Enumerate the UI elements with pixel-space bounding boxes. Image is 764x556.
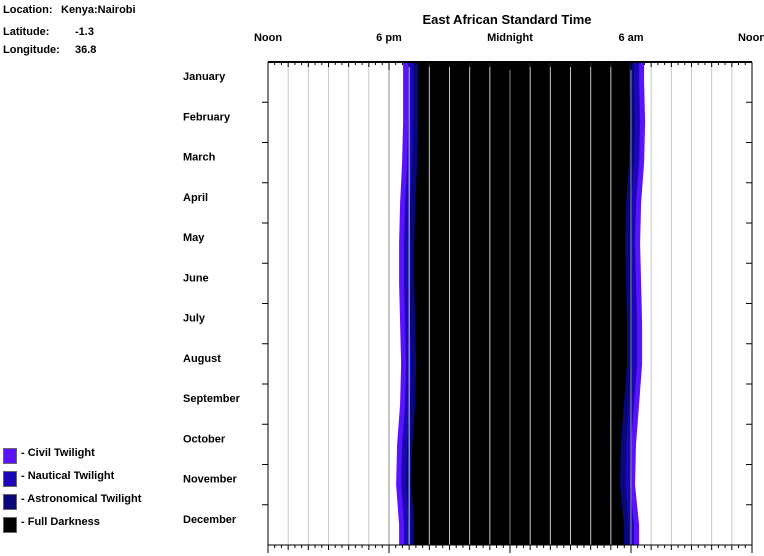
location-info: Location: Kenya:Nairobi xyxy=(3,4,183,19)
longitude-info: Longitude: 36.8 xyxy=(3,44,183,59)
location-value: Kenya:Nairobi xyxy=(61,4,136,16)
latitude-info: Latitude: -1.3 xyxy=(3,26,183,41)
x-tick-label: 6 pm xyxy=(376,32,402,44)
grid-lines xyxy=(287,62,733,545)
chart-title: East African Standard Time xyxy=(422,12,591,27)
band-darkness xyxy=(411,62,630,545)
legend-item-darkness: - Full Darkness xyxy=(3,515,163,533)
month-label: November xyxy=(183,474,238,486)
legend-item-nautical: - Nautical Twilight xyxy=(3,469,163,487)
y-tick-labels: January February March April May June July Augu… xyxy=(183,71,241,526)
legend-swatch-astronomical xyxy=(3,494,17,510)
x-tick-label: Midnight xyxy=(487,32,533,44)
month-label: February xyxy=(183,111,231,123)
legend-item-civil: - Civil Twilight xyxy=(3,446,163,464)
x-tick-label: Noon xyxy=(254,32,282,44)
month-label: May xyxy=(183,232,205,244)
legend-label-nautical: - Nautical Twilight xyxy=(21,470,115,482)
x-tick-labels: Noon 6 pm Midnight 6 am Noon xyxy=(254,32,764,44)
month-label: September xyxy=(183,393,241,405)
latitude-value: -1.3 xyxy=(75,26,94,38)
plot-frame xyxy=(262,61,753,553)
legend-swatch-darkness xyxy=(3,517,17,533)
legend-label-astronomical: - Astronomical Twilight xyxy=(21,493,142,505)
legend-swatch-nautical xyxy=(3,471,17,487)
month-label: December xyxy=(183,514,237,526)
legend-item-astronomical: - Astronomical Twilight xyxy=(3,492,163,510)
longitude-label: Longitude: xyxy=(3,44,60,56)
x-tick-label: Noon xyxy=(738,32,764,44)
month-label: June xyxy=(183,272,209,284)
longitude-value: 36.8 xyxy=(75,44,97,56)
legend-label-civil: - Civil Twilight xyxy=(21,447,95,459)
x-tick-label: 6 am xyxy=(618,32,643,44)
latitude-label: Latitude: xyxy=(3,26,50,38)
location-label: Location: xyxy=(3,4,53,16)
month-label: October xyxy=(183,433,226,445)
legend-swatch-civil xyxy=(3,448,17,464)
month-label: August xyxy=(183,353,221,365)
month-label: July xyxy=(183,313,206,325)
month-label: January xyxy=(183,71,226,83)
month-label: March xyxy=(183,152,216,164)
legend-label-darkness: - Full Darkness xyxy=(21,516,100,528)
month-label: April xyxy=(183,192,208,204)
